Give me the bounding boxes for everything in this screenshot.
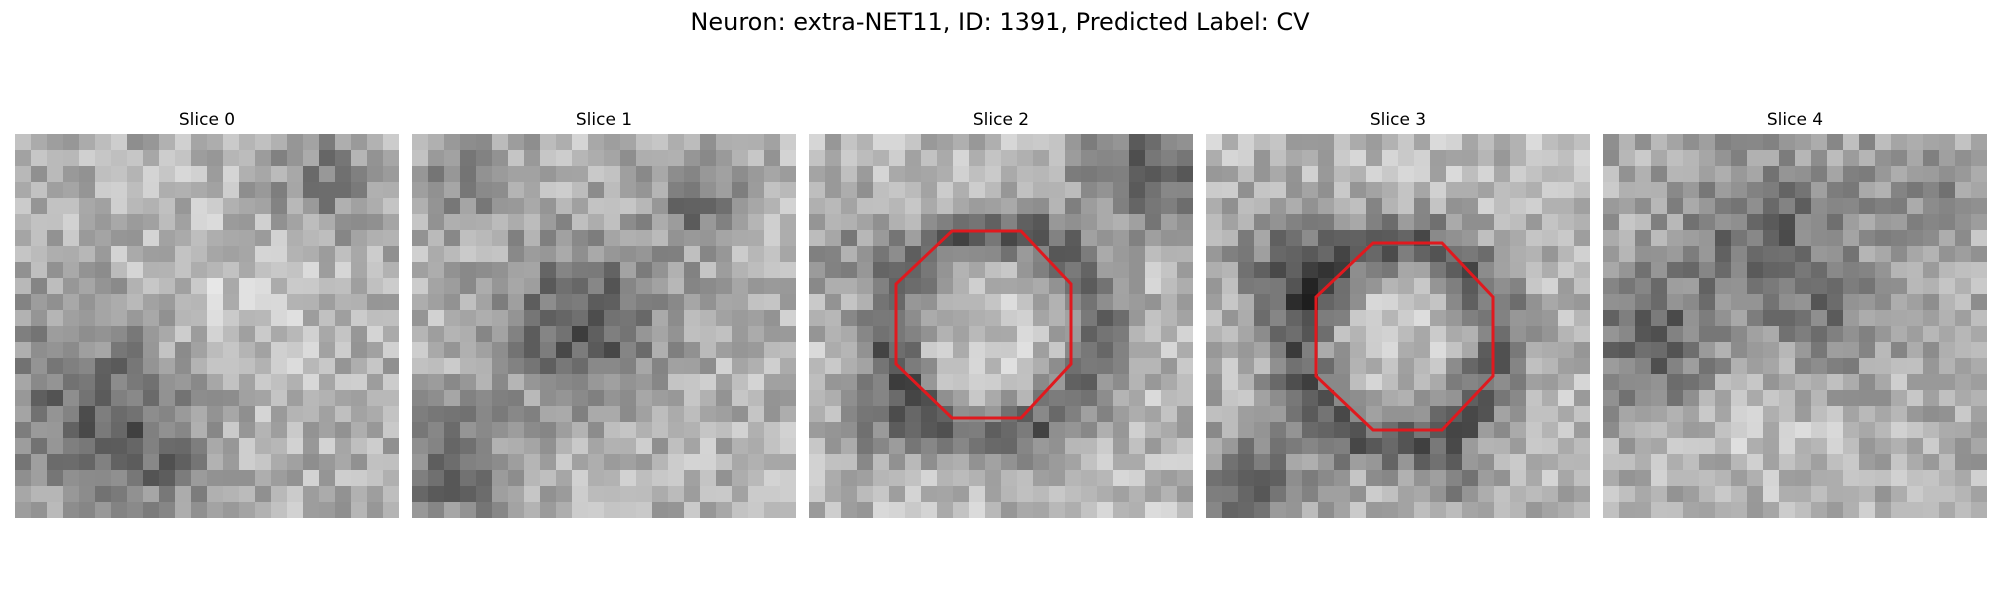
slice-title-4: Slice 4 — [1766, 110, 1824, 130]
slice-image-1 — [412, 134, 796, 518]
slice-title-1: Slice 1 — [575, 110, 633, 130]
slice-panel-0: Slice 0 — [15, 108, 399, 518]
slice-panel-2: Slice 2 — [809, 108, 1193, 518]
slice-title-0: Slice 0 — [178, 110, 236, 130]
slice-title-2: Slice 2 — [972, 110, 1030, 130]
slice-image-2 — [809, 134, 1193, 518]
figure-title: Neuron: extra-NET11, ID: 1391, Predicted… — [690, 8, 1310, 36]
roi-outline-3 — [1314, 241, 1495, 432]
slice-panel-4: Slice 4 — [1603, 108, 1987, 518]
slice-panel-1: Slice 1 — [412, 108, 796, 518]
slice-image-0 — [15, 134, 399, 518]
roi-outline-2 — [894, 229, 1073, 420]
slice-image-4 — [1603, 134, 1987, 518]
slice-title-3: Slice 3 — [1369, 110, 1427, 130]
slice-image-3 — [1206, 134, 1590, 518]
slice-panel-3: Slice 3 — [1206, 108, 1590, 518]
